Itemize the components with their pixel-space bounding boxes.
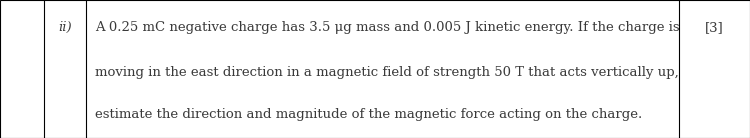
Text: estimate the direction and magnitude of the magnetic force acting on the charge.: estimate the direction and magnitude of … (95, 108, 643, 121)
Text: moving in the east direction in a magnetic field of strength 50 T that acts vert: moving in the east direction in a magnet… (95, 66, 679, 79)
Text: A 0.25 mC negative charge has 3.5 μg mass and 0.005 J kinetic energy. If the cha: A 0.25 mC negative charge has 3.5 μg mas… (95, 21, 680, 34)
Text: ii): ii) (58, 21, 72, 34)
Text: [3]: [3] (705, 21, 724, 34)
